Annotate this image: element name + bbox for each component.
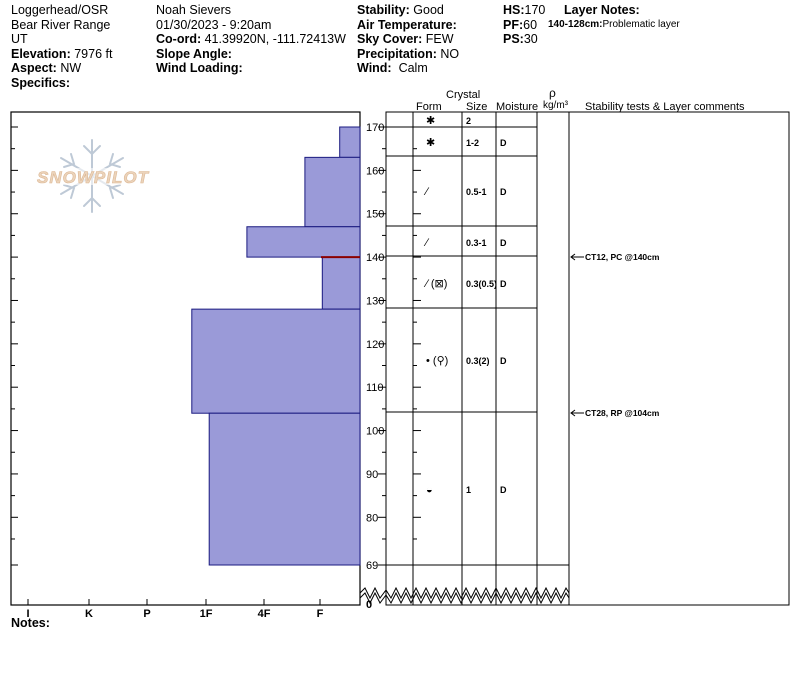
crystal-form-1: ✱ (426, 115, 435, 127)
crystal-table-cells: ✱ 2✱ 1-2 D∕ 0.5-1 D∕ 0.3-1 D∕ (⊠) 0.3(0.5) D• (⚲)… (423, 115, 507, 496)
crystal-form-5: ∕ (⊠) (423, 278, 447, 290)
layer-notes-title: Layer Notes: (564, 3, 640, 17)
sky-cover: Sky Cover: FEW (357, 32, 454, 46)
crystal-size-7: 1 (466, 485, 471, 495)
mountain-range: Bear River Range (11, 17, 111, 32)
moisture-5: D (500, 279, 507, 289)
stability-header: Stability tests & Layer comments (585, 101, 745, 113)
crystal-form-6: • (⚲) (426, 355, 448, 367)
density-unit: kg/m³ (543, 100, 568, 111)
slope-angle: Slope Angle: (156, 46, 232, 61)
crystal-table (385, 111, 790, 606)
hardness-layer-4 (321, 256, 361, 310)
crystal-form-3: ∕ (423, 186, 430, 198)
hardness-axis-ticks (27, 599, 321, 605)
height-label-130: 130 (366, 295, 384, 307)
observer-name: Noah Sievers (156, 3, 232, 17)
observation-datetime: 01/30/2023 - 9:20am (156, 17, 272, 32)
crystal-table-rows (386, 126, 569, 566)
aspect: Aspect: NW (11, 61, 82, 75)
crystal-form-4: ∕ (423, 237, 430, 249)
observer-info: Noah Sievers 01/30/2023 - 9:20am Co-ord:… (156, 3, 346, 76)
layer-note-range: 140-128cm: (548, 19, 603, 30)
height-label-80: 80 (366, 512, 378, 524)
hardness-layer-6 (208, 412, 361, 566)
stability-test-2: CT28, RP @104cm (585, 408, 660, 418)
crystal-size-3: 0.5-1 (466, 187, 487, 197)
height-label-110: 110 (366, 382, 384, 394)
wind: Wind: Calm (357, 61, 428, 75)
hardness-layer-3 (246, 226, 361, 258)
height-label-100: 100 (366, 426, 384, 438)
conditions-info: Stability: Good Air Temperature: Sky Cov… (357, 3, 459, 76)
crystal-size-2: 1-2 (466, 138, 479, 148)
layer-note: 140-128cm:Problematic layer (548, 18, 680, 33)
state: UT (11, 32, 28, 46)
layer-note-text: Problematic layer (602, 19, 680, 30)
hardness-label-p: P (143, 608, 150, 620)
air-temperature: Air Temperature: (357, 17, 457, 32)
crystal-header: Crystal (446, 89, 481, 101)
snowpilot-logo: SNOWPILOT (33, 139, 153, 213)
hardness-label-k: K (85, 608, 93, 620)
total-snow-height: HS:170 (503, 3, 546, 17)
height-label-160: 160 (366, 165, 384, 177)
moisture-6: D (500, 356, 507, 366)
height-label-170: 170 (366, 122, 384, 134)
height-label-69: 69 (366, 560, 378, 572)
hardness-layer-1 (339, 126, 361, 158)
crystal-size-4: 0.3-1 (466, 238, 487, 248)
density-symbol: ρ (549, 86, 556, 100)
height-label-120: 120 (366, 339, 384, 351)
moisture-3: D (500, 187, 507, 197)
stability: Stability: Good (357, 3, 444, 17)
height-label-150: 150 (366, 209, 384, 221)
hardness-layer-5 (191, 308, 361, 414)
foot-penetration: PF:60 (503, 17, 538, 32)
specifics: Specifics: (11, 75, 71, 90)
hardness-label-i: I (26, 608, 29, 620)
site-info: Loggerhead/OSR Bear River Range UT Eleva… (11, 3, 112, 90)
crystal-form-2: ✱ (426, 137, 435, 149)
height-label-90: 90 (366, 469, 378, 481)
hardness-layer-2 (304, 156, 361, 228)
crystal-size-6: 0.3(2) (466, 356, 490, 366)
stability-tests: CT12, PC @140cm CT28, RP @104cm (570, 252, 660, 418)
moisture-header: Moisture (496, 101, 539, 113)
coordinates: Co-ord: 41.39920N, -111.72413W (156, 32, 346, 46)
layer-notes: Layer Notes: (564, 3, 640, 18)
crystal-form-7: ◒ (426, 484, 433, 496)
crystal-size-1: 2 (466, 116, 471, 126)
ski-penetration: PS:30 (503, 32, 538, 46)
form-header: Form (416, 101, 442, 113)
hardness-label-f: F (317, 608, 324, 620)
moisture-7: D (500, 485, 507, 495)
size-header: Size (466, 101, 488, 113)
hardness-axis: I K P 1F 4F F (26, 608, 323, 620)
location-name: Loggerhead/OSR (11, 3, 109, 17)
height-label-140: 140 (366, 252, 384, 264)
height-label-0: 0 (366, 599, 372, 611)
ground-break-line (359, 586, 570, 600)
hardness-layers (191, 126, 361, 566)
hardness-label-1f: 1F (200, 608, 213, 620)
moisture-4: D (500, 238, 507, 248)
precipitation: Precipitation: NO (357, 46, 460, 61)
depth-info: HS:170 PF:60 PS:30 (503, 3, 545, 47)
crystal-size-5: 0.3(0.5) (466, 279, 497, 289)
notes-label: Notes: (11, 616, 50, 630)
elevation: Elevation: 7976 ft (11, 46, 113, 61)
height-axis: 170 160 150 140 130 120 110 100 90 80 69 0 (11, 122, 421, 611)
hardness-label-4f: 4F (258, 608, 271, 620)
wind-loading: Wind Loading: (156, 61, 243, 75)
logo-text: SNOWPILOT (37, 168, 150, 187)
stability-test-1: CT12, PC @140cm (585, 252, 660, 262)
moisture-2: D (500, 138, 507, 148)
